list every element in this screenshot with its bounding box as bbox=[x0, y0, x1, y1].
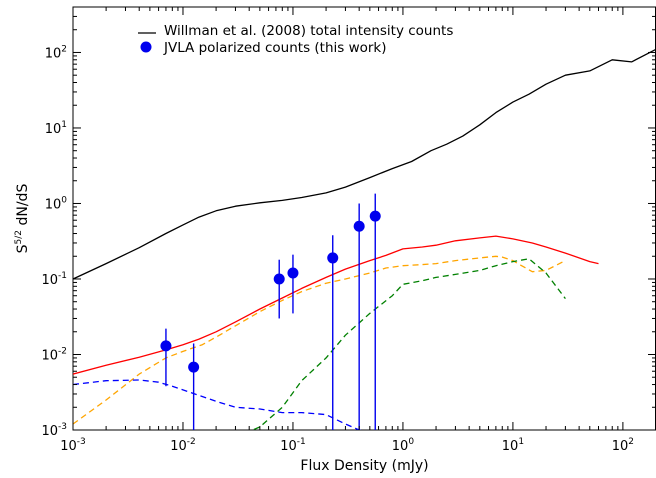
ticks-layer: 10-3 10-2 10-1 100 101 10210-310-210-11001011… bbox=[41, 6, 656, 454]
x-tick-mantissa: 10 bbox=[502, 439, 519, 454]
y-tick-exponent: 2 bbox=[61, 44, 67, 54]
x-tick-exponent: -1 bbox=[297, 437, 306, 447]
y-tick-exponent: 0 bbox=[61, 195, 67, 205]
y-tick-label-1: 10-2 bbox=[41, 346, 67, 363]
x-tick-label-3: 100 bbox=[392, 437, 415, 454]
series-layer bbox=[73, 48, 656, 430]
axes-frame bbox=[72, 6, 656, 431]
y-tick-mantissa: 10 bbox=[41, 273, 58, 288]
series-line-4 bbox=[73, 379, 362, 430]
y-tick-exponent: -1 bbox=[58, 271, 67, 281]
data-point-4 bbox=[327, 252, 339, 264]
x-tick-exponent: -3 bbox=[77, 437, 86, 447]
y-tick-exponent: -3 bbox=[58, 422, 67, 432]
legend-label-willman: Willman et al. (2008) total intensity co… bbox=[164, 23, 453, 39]
y-axis-title-rest: dN/dS bbox=[15, 184, 31, 230]
series-line-2 bbox=[73, 255, 566, 425]
y-axis-title-exponent: 5/2 bbox=[14, 230, 24, 244]
x-tick-label-2: 10-1 bbox=[280, 437, 306, 454]
y-tick-exponent: 1 bbox=[61, 120, 67, 130]
legend-circle-marker bbox=[140, 41, 152, 53]
x-tick-mantissa: 10 bbox=[280, 439, 297, 454]
series-line-3 bbox=[250, 258, 566, 430]
data-point-0 bbox=[160, 340, 172, 352]
plot-area: 10-3 10-2 10-1 100 101 10210-310-210-11001011… bbox=[41, 6, 656, 454]
x-tick-mantissa: 10 bbox=[392, 439, 409, 454]
data-point-6 bbox=[369, 210, 381, 222]
x-tick-exponent: 0 bbox=[408, 437, 414, 447]
y-tick-label-3: 100 bbox=[45, 195, 68, 212]
y-tick-label-5: 102 bbox=[45, 44, 67, 61]
data-point-2 bbox=[273, 273, 285, 285]
data-point-5 bbox=[353, 220, 365, 232]
y-tick-label-0: 10-3 bbox=[41, 422, 67, 439]
x-tick-mantissa: 10 bbox=[612, 439, 629, 454]
points-layer bbox=[160, 193, 381, 430]
y-axis-title-s: S bbox=[15, 244, 31, 253]
y-tick-label-4: 101 bbox=[45, 120, 67, 137]
x-tick-label-5: 102 bbox=[612, 437, 634, 454]
x-tick-exponent: 1 bbox=[518, 437, 524, 447]
y-tick-mantissa: 10 bbox=[45, 197, 62, 212]
series-line-0 bbox=[73, 48, 656, 280]
series-line-1 bbox=[73, 235, 599, 375]
x-tick-mantissa: 10 bbox=[170, 439, 187, 454]
x-tick-label-1: 10-2 bbox=[170, 437, 196, 454]
y-tick-mantissa: 10 bbox=[41, 348, 58, 363]
x-tick-mantissa: 10 bbox=[60, 439, 77, 454]
legend-label-jvla: JVLA polarized counts (this work) bbox=[163, 40, 387, 56]
y-tick-mantissa: 10 bbox=[45, 122, 62, 137]
data-point-3 bbox=[287, 267, 299, 279]
y-tick-exponent: -2 bbox=[58, 346, 67, 356]
y-tick-mantissa: 10 bbox=[41, 424, 58, 439]
x-tick-exponent: -2 bbox=[187, 437, 196, 447]
x-tick-exponent: 2 bbox=[628, 437, 634, 447]
x-tick-label-0: 10-3 bbox=[60, 437, 86, 454]
y-tick-mantissa: 10 bbox=[45, 46, 62, 61]
legend: Willman et al. (2008) total intensity co… bbox=[138, 23, 453, 56]
x-tick-label-4: 101 bbox=[502, 437, 524, 454]
y-axis-title: S5/2 dN/dS bbox=[14, 184, 31, 254]
data-point-1 bbox=[188, 361, 200, 373]
y-tick-label-2: 10-1 bbox=[41, 271, 67, 288]
x-axis-title: Flux Density (mJy) bbox=[300, 458, 428, 474]
